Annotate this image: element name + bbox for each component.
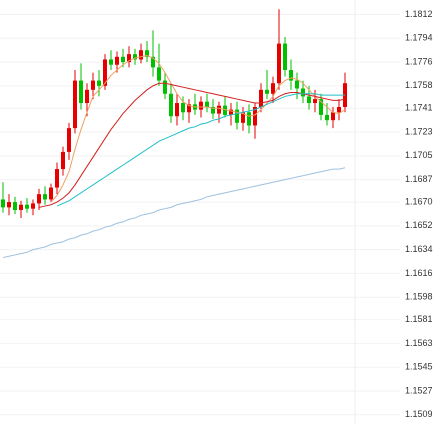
candle-body <box>13 202 17 211</box>
candle-body <box>283 43 287 71</box>
candle-body <box>163 80 167 94</box>
candle-body <box>73 80 77 129</box>
candle-body <box>1 199 5 208</box>
candle-body <box>31 203 35 209</box>
candle-body <box>49 187 53 200</box>
candle-body <box>151 56 155 68</box>
candle-body <box>121 56 125 63</box>
y-tick-label: 1.1705 <box>405 150 433 160</box>
y-tick-label: 1.1527 <box>405 385 433 395</box>
candle-body <box>103 59 107 86</box>
moving-average-line <box>2 167 346 259</box>
candle-body <box>109 59 113 65</box>
candle-body <box>265 89 269 94</box>
moving-average-line <box>38 82 346 208</box>
candle-body <box>331 112 335 121</box>
candle-body <box>301 88 305 97</box>
candle-body <box>307 96 311 104</box>
moving-average-line <box>56 93 345 207</box>
y-tick-label: 1.1509 <box>405 409 433 419</box>
candle-body <box>25 204 29 209</box>
y-tick-label: 1.1776 <box>405 56 433 66</box>
y-tick-label: 1.1581 <box>405 314 433 324</box>
y-tick-label: 1.1616 <box>405 268 433 278</box>
y-tick-label: 1.1545 <box>405 362 433 372</box>
y-tick-label: 1.1598 <box>405 292 433 302</box>
candle-body <box>7 202 11 208</box>
candle-body <box>85 89 89 104</box>
candle-body <box>241 112 245 123</box>
y-tick-label: 1.1741 <box>405 103 433 113</box>
candle-body <box>325 114 329 121</box>
candle-body <box>187 104 191 113</box>
candle-body <box>79 80 83 104</box>
candle-body <box>169 93 173 117</box>
candle-body <box>127 54 131 63</box>
candle-body <box>313 99 317 104</box>
candle-body <box>181 103 185 113</box>
candle-body <box>97 80 101 86</box>
candle-body <box>259 89 263 107</box>
candle-body <box>145 50 149 57</box>
candle-body <box>229 109 233 115</box>
candle-body <box>37 194 41 204</box>
y-tick-label: 1.1794 <box>405 33 433 43</box>
candle-body <box>91 80 95 90</box>
candle-body <box>55 169 59 188</box>
candle-body <box>295 80 299 89</box>
candle-body <box>61 151 65 170</box>
candle-body <box>133 54 137 60</box>
candle-body <box>199 101 203 110</box>
candle-body <box>247 112 251 126</box>
candle-body <box>211 106 215 114</box>
candle-body <box>19 204 23 211</box>
y-tick-label: 1.1687 <box>405 174 433 184</box>
candle-body <box>157 67 161 81</box>
y-tick-label: 1.1634 <box>405 244 433 254</box>
candle-body <box>319 99 323 115</box>
candle-body <box>337 106 341 113</box>
y-tick-label: 1.1670 <box>405 196 433 206</box>
candle-body <box>271 83 275 94</box>
candle-body <box>253 106 257 126</box>
candle-body <box>205 101 209 107</box>
candle-body <box>217 105 221 114</box>
candle-body <box>235 109 239 123</box>
moving-average-line <box>50 54 346 203</box>
y-tick-label: 1.1723 <box>405 126 433 136</box>
y-tick-label: 1.1652 <box>405 220 433 230</box>
candle-body <box>277 43 281 84</box>
candle-body <box>67 128 71 152</box>
candle-body <box>115 56 119 65</box>
candle-body <box>43 194 47 200</box>
candle-body <box>289 70 293 81</box>
y-tick-label: 1.1812 <box>405 9 433 19</box>
y-tick-label: 1.1563 <box>405 338 433 348</box>
candle-body <box>175 103 179 117</box>
y-tick-label: 1.1758 <box>405 80 433 90</box>
candle-body <box>223 105 227 115</box>
candle-body <box>139 50 143 60</box>
